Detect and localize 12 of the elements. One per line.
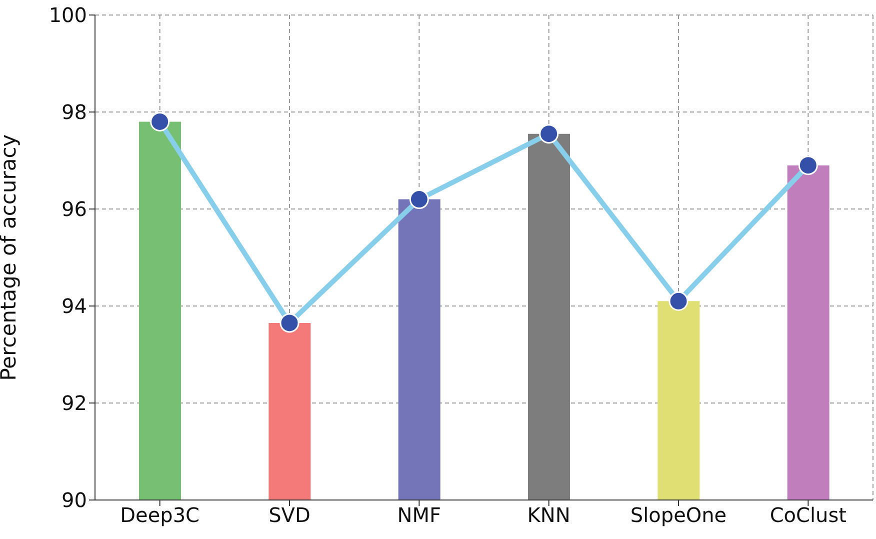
y-tick-label: 100 [48, 3, 87, 28]
y-tick-label: 94 [62, 294, 87, 318]
y-tick-label: 96 [62, 197, 87, 222]
x-tick-label: CoClust [770, 503, 847, 528]
x-tick-label: SlopeOne [630, 503, 727, 528]
x-tick-label: SVD [268, 503, 310, 528]
x-tick-label: KNN [527, 503, 570, 528]
x-tick-label: Deep3C [120, 503, 200, 528]
y-tick-label: 98 [62, 100, 87, 124]
y-tick-label: 92 [62, 391, 87, 416]
y-tick-label: 90 [62, 488, 87, 512]
x-tick-label: NMF [397, 503, 442, 528]
